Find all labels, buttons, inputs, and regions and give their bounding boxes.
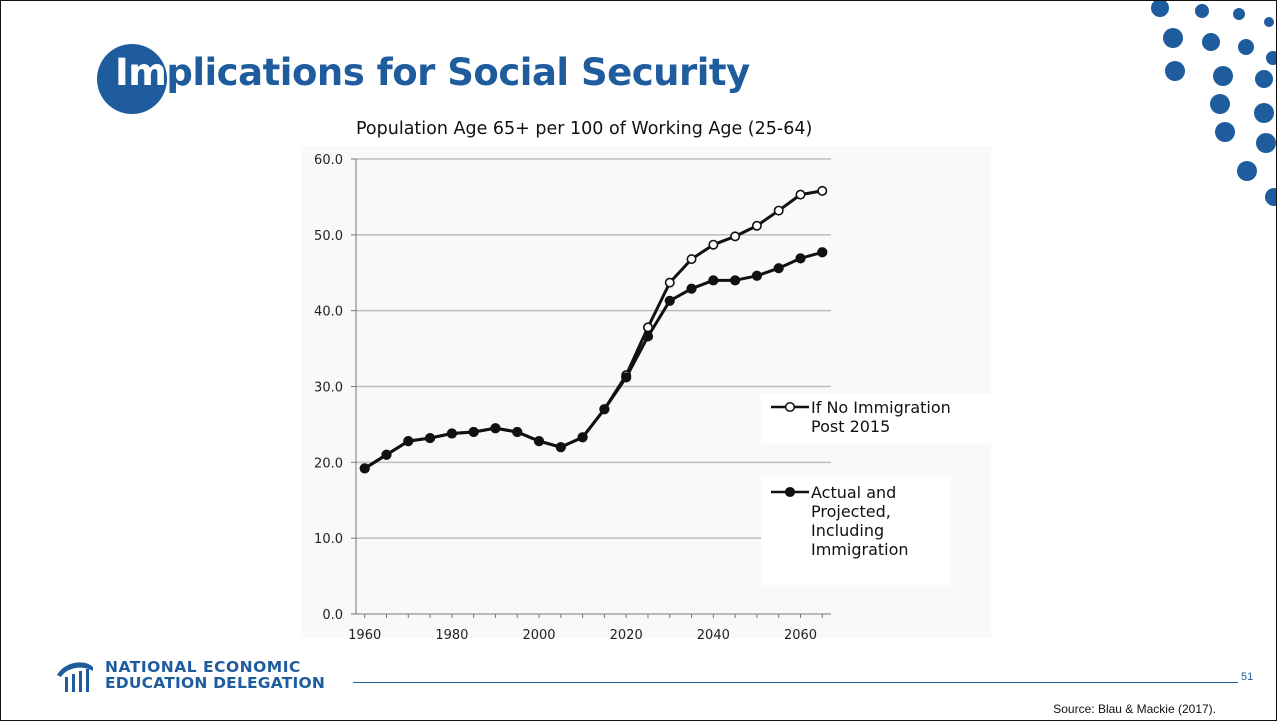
y-tick-label: 20.0: [314, 456, 343, 471]
y-tick-label: 50.0: [314, 229, 343, 244]
title-first-letters: Im: [115, 51, 167, 94]
legend-label: Including: [811, 521, 884, 540]
data-point-filled: [490, 423, 501, 434]
y-tick-label: 10.0: [314, 532, 343, 547]
data-point-filled: [359, 463, 370, 474]
data-point-filled: [512, 426, 523, 438]
series-line: [363, 250, 823, 470]
x-tick-labels: 1960 1980 2000 2020 2040 2060: [348, 628, 817, 643]
chart-axes: [351, 158, 831, 618]
x-tick-label: 1960: [348, 628, 381, 643]
x-tick-label: 2020: [610, 628, 643, 643]
data-point-filled: [446, 428, 457, 439]
data-point-filled: [730, 275, 741, 286]
chart-gridlines: [356, 158, 831, 539]
data-point-open: [773, 205, 784, 216]
legend-label: Projected,: [811, 502, 891, 521]
data-point-open: [817, 185, 828, 196]
data-point-open: [686, 254, 697, 265]
series-lines: [359, 185, 828, 474]
org-name-line2: EDUCATION DELEGATION: [105, 674, 326, 692]
data-point-open: [751, 220, 762, 231]
y-tick-label: 0.0: [322, 608, 343, 623]
data-point-filled: [751, 270, 763, 281]
data-point-open: [642, 322, 653, 333]
data-point-filled: [468, 426, 479, 438]
data-point-filled: [621, 372, 632, 383]
data-point-filled: [642, 331, 654, 342]
legend-label: If No Immigration: [811, 398, 951, 417]
data-point-filled: [664, 295, 675, 306]
data-point-filled: [424, 432, 436, 444]
legend-label: Actual and: [811, 483, 896, 502]
data-point-filled: [708, 275, 719, 286]
y-tick-labels: 0.0 10.0 20.0 30.0 40.0 50.0 60.0: [314, 153, 343, 623]
data-point-filled: [403, 436, 414, 447]
data-point-filled: [686, 283, 697, 294]
legend-marker: [784, 486, 796, 498]
x-tick-label: 1980: [435, 628, 468, 643]
title-circle-accent: [97, 44, 167, 114]
legend-label: Post 2015: [811, 417, 890, 436]
data-point-filled: [599, 404, 610, 415]
y-tick-label: 30.0: [314, 381, 343, 396]
data-point-open: [730, 231, 741, 242]
data-point-filled: [577, 432, 588, 443]
org-logo-icon: [57, 662, 93, 692]
chart-title: Population Age 65+ per 100 of Working Ag…: [356, 119, 813, 139]
data-point-filled: [817, 247, 828, 258]
legend-label: Immigration: [811, 540, 909, 559]
x-tick-label: 2000: [522, 628, 555, 643]
page-number: 51: [1241, 671, 1254, 683]
legend-marker: [784, 401, 796, 413]
title-rest: plications for Social Security: [166, 51, 750, 94]
source-note: Source: Blau & Mackie (2017).: [1053, 702, 1216, 716]
data-point-filled: [795, 253, 806, 264]
decorative-dots: [1151, 1, 1276, 206]
data-point-filled: [555, 442, 566, 453]
legend-box-1: [761, 394, 991, 444]
data-point-open: [795, 189, 806, 200]
data-point-open: [664, 277, 675, 288]
x-tick-label: 2060: [784, 628, 817, 643]
data-point-filled: [533, 436, 545, 447]
y-tick-label: 40.0: [314, 305, 343, 320]
y-tick-label: 60.0: [314, 153, 343, 168]
data-point-filled: [773, 263, 784, 274]
footer-rule: [353, 682, 1238, 683]
x-tick-label: 2040: [697, 628, 730, 643]
data-point-open: [708, 239, 719, 250]
org-name-line1: NATIONAL ECONOMIC: [105, 658, 301, 676]
data-point-filled: [381, 449, 392, 460]
org-name: NATIONAL ECONOMIC EDUCATION DELEGATION: [105, 659, 325, 691]
